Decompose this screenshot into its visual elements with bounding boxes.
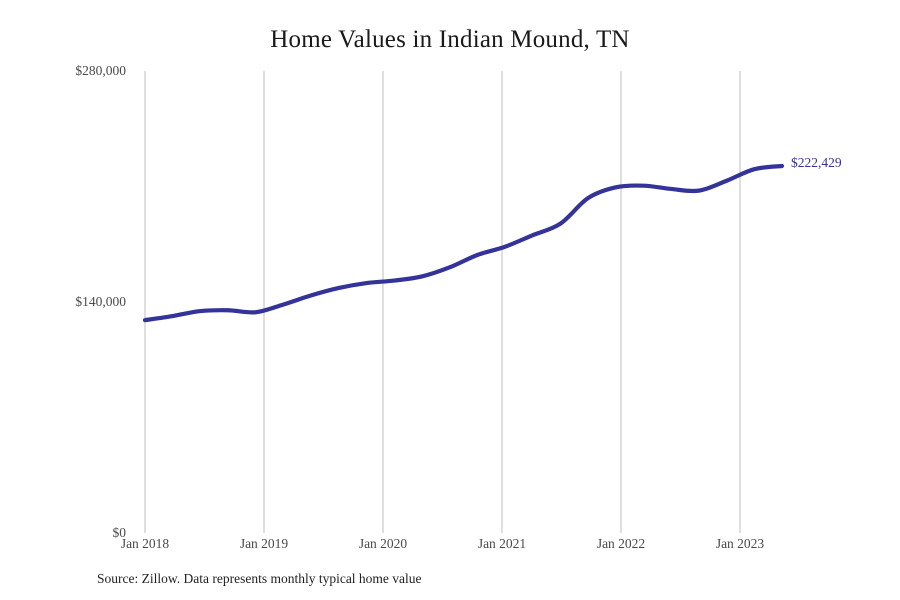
x-tick-label-jan-2022: Jan 2022 [596, 536, 646, 551]
y-tick-label-top: $280,000 [75, 63, 126, 78]
x-tick-label-jan-2020: Jan 2020 [358, 536, 408, 551]
data-line-series-0 [142, 163, 785, 323]
source-note: Source: Zillow. Data represents monthly … [97, 571, 422, 586]
y-tick-label-zero: $0 [112, 525, 127, 540]
x-tick-label-jan-2019: Jan 2019 [239, 536, 289, 551]
y-tick-label-mid: $140,000 [75, 294, 126, 309]
end-value-label: $222,429 [791, 154, 842, 170]
x-tick-label-jan-2023: Jan 2023 [715, 536, 765, 551]
gridlines [144, 71, 741, 533]
x-tick-label-jan-2018: Jan 2018 [120, 536, 170, 551]
x-tick-label-jan-2021: Jan 2021 [477, 536, 527, 551]
y-axis: $280,000 $140,000 $0 [0, 0, 126, 600]
chart-title: Home Values in Indian Mound, TN [270, 26, 630, 53]
